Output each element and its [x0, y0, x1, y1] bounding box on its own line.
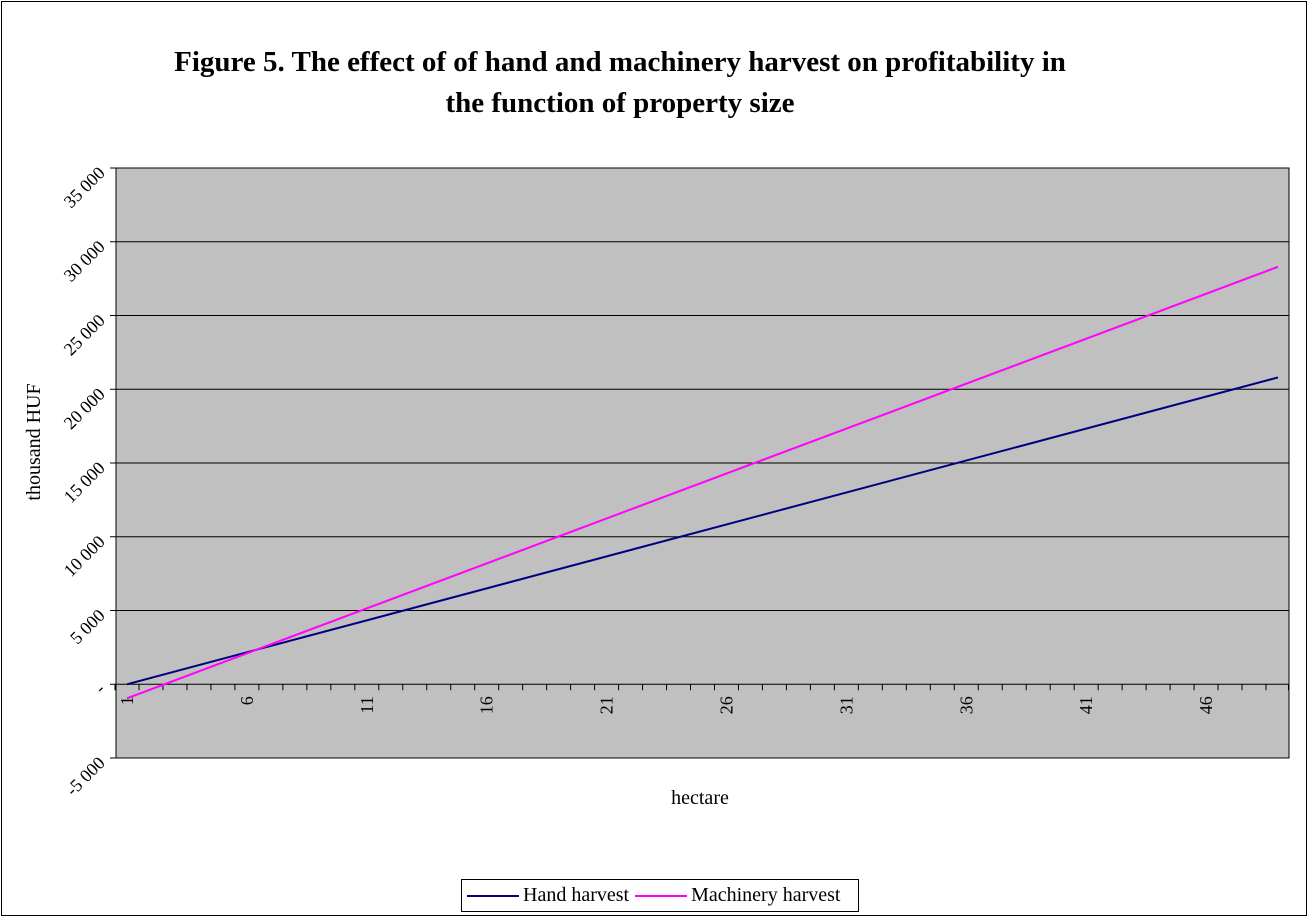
chart-title-line-2: the function of property size [445, 87, 795, 119]
series-line-hand-harvest [126, 376, 1279, 686]
x-tick-label: 1 [117, 696, 137, 705]
y-tick-label: - [90, 679, 108, 697]
x-tick-label: 46 [1196, 696, 1216, 714]
gridlines [116, 241, 1289, 611]
x-axis: 1 6 11 16 21 26 31 36 41 46 [114, 683, 1289, 714]
x-tick-label: 16 [477, 696, 497, 714]
x-tick-label: 26 [716, 696, 736, 714]
chart-title-line-1: Figure 5. The effect of of hand and mach… [174, 46, 1066, 78]
y-tick-label: 35 000 [60, 163, 109, 212]
legend-item-hand-harvest: Hand harvest [467, 884, 629, 907]
x-tick-label: 31 [836, 696, 856, 714]
legend-label-machinery-harvest: Machinery harvest [691, 884, 841, 906]
x-tick-label: 11 [357, 696, 377, 713]
y-tick-label: -5 000 [62, 753, 109, 800]
y-tick-label: 30 000 [60, 236, 109, 285]
y-axis-title: thousand HUF [23, 383, 45, 500]
x-tick-label: 41 [1076, 696, 1096, 714]
legend-label-hand-harvest: Hand harvest [523, 884, 630, 906]
legend: Hand harvest Machinery harvest [461, 879, 860, 912]
x-tick-label: 21 [597, 696, 617, 714]
y-tick-label: 5 000 [66, 605, 109, 648]
y-tick-label: 15 000 [60, 458, 109, 507]
legend-swatch-machinery-harvest [635, 894, 688, 897]
y-tick-label: 20 000 [60, 384, 109, 433]
y-tick-label: 25 000 [60, 310, 109, 359]
x-axis-title: hectare [671, 787, 729, 809]
x-tick-label: 6 [237, 696, 257, 705]
y-tick-label: 10 000 [60, 531, 109, 580]
series-group [126, 265, 1279, 700]
legend-swatch-hand-harvest [467, 894, 519, 897]
legend-item-machinery-harvest: Machinery harvest [635, 884, 840, 907]
chart-title: Figure 5. The effect of of hand and mach… [0, 42, 1240, 124]
series-line-machinery-harvest [126, 265, 1279, 700]
x-tick-label: 36 [956, 696, 976, 714]
